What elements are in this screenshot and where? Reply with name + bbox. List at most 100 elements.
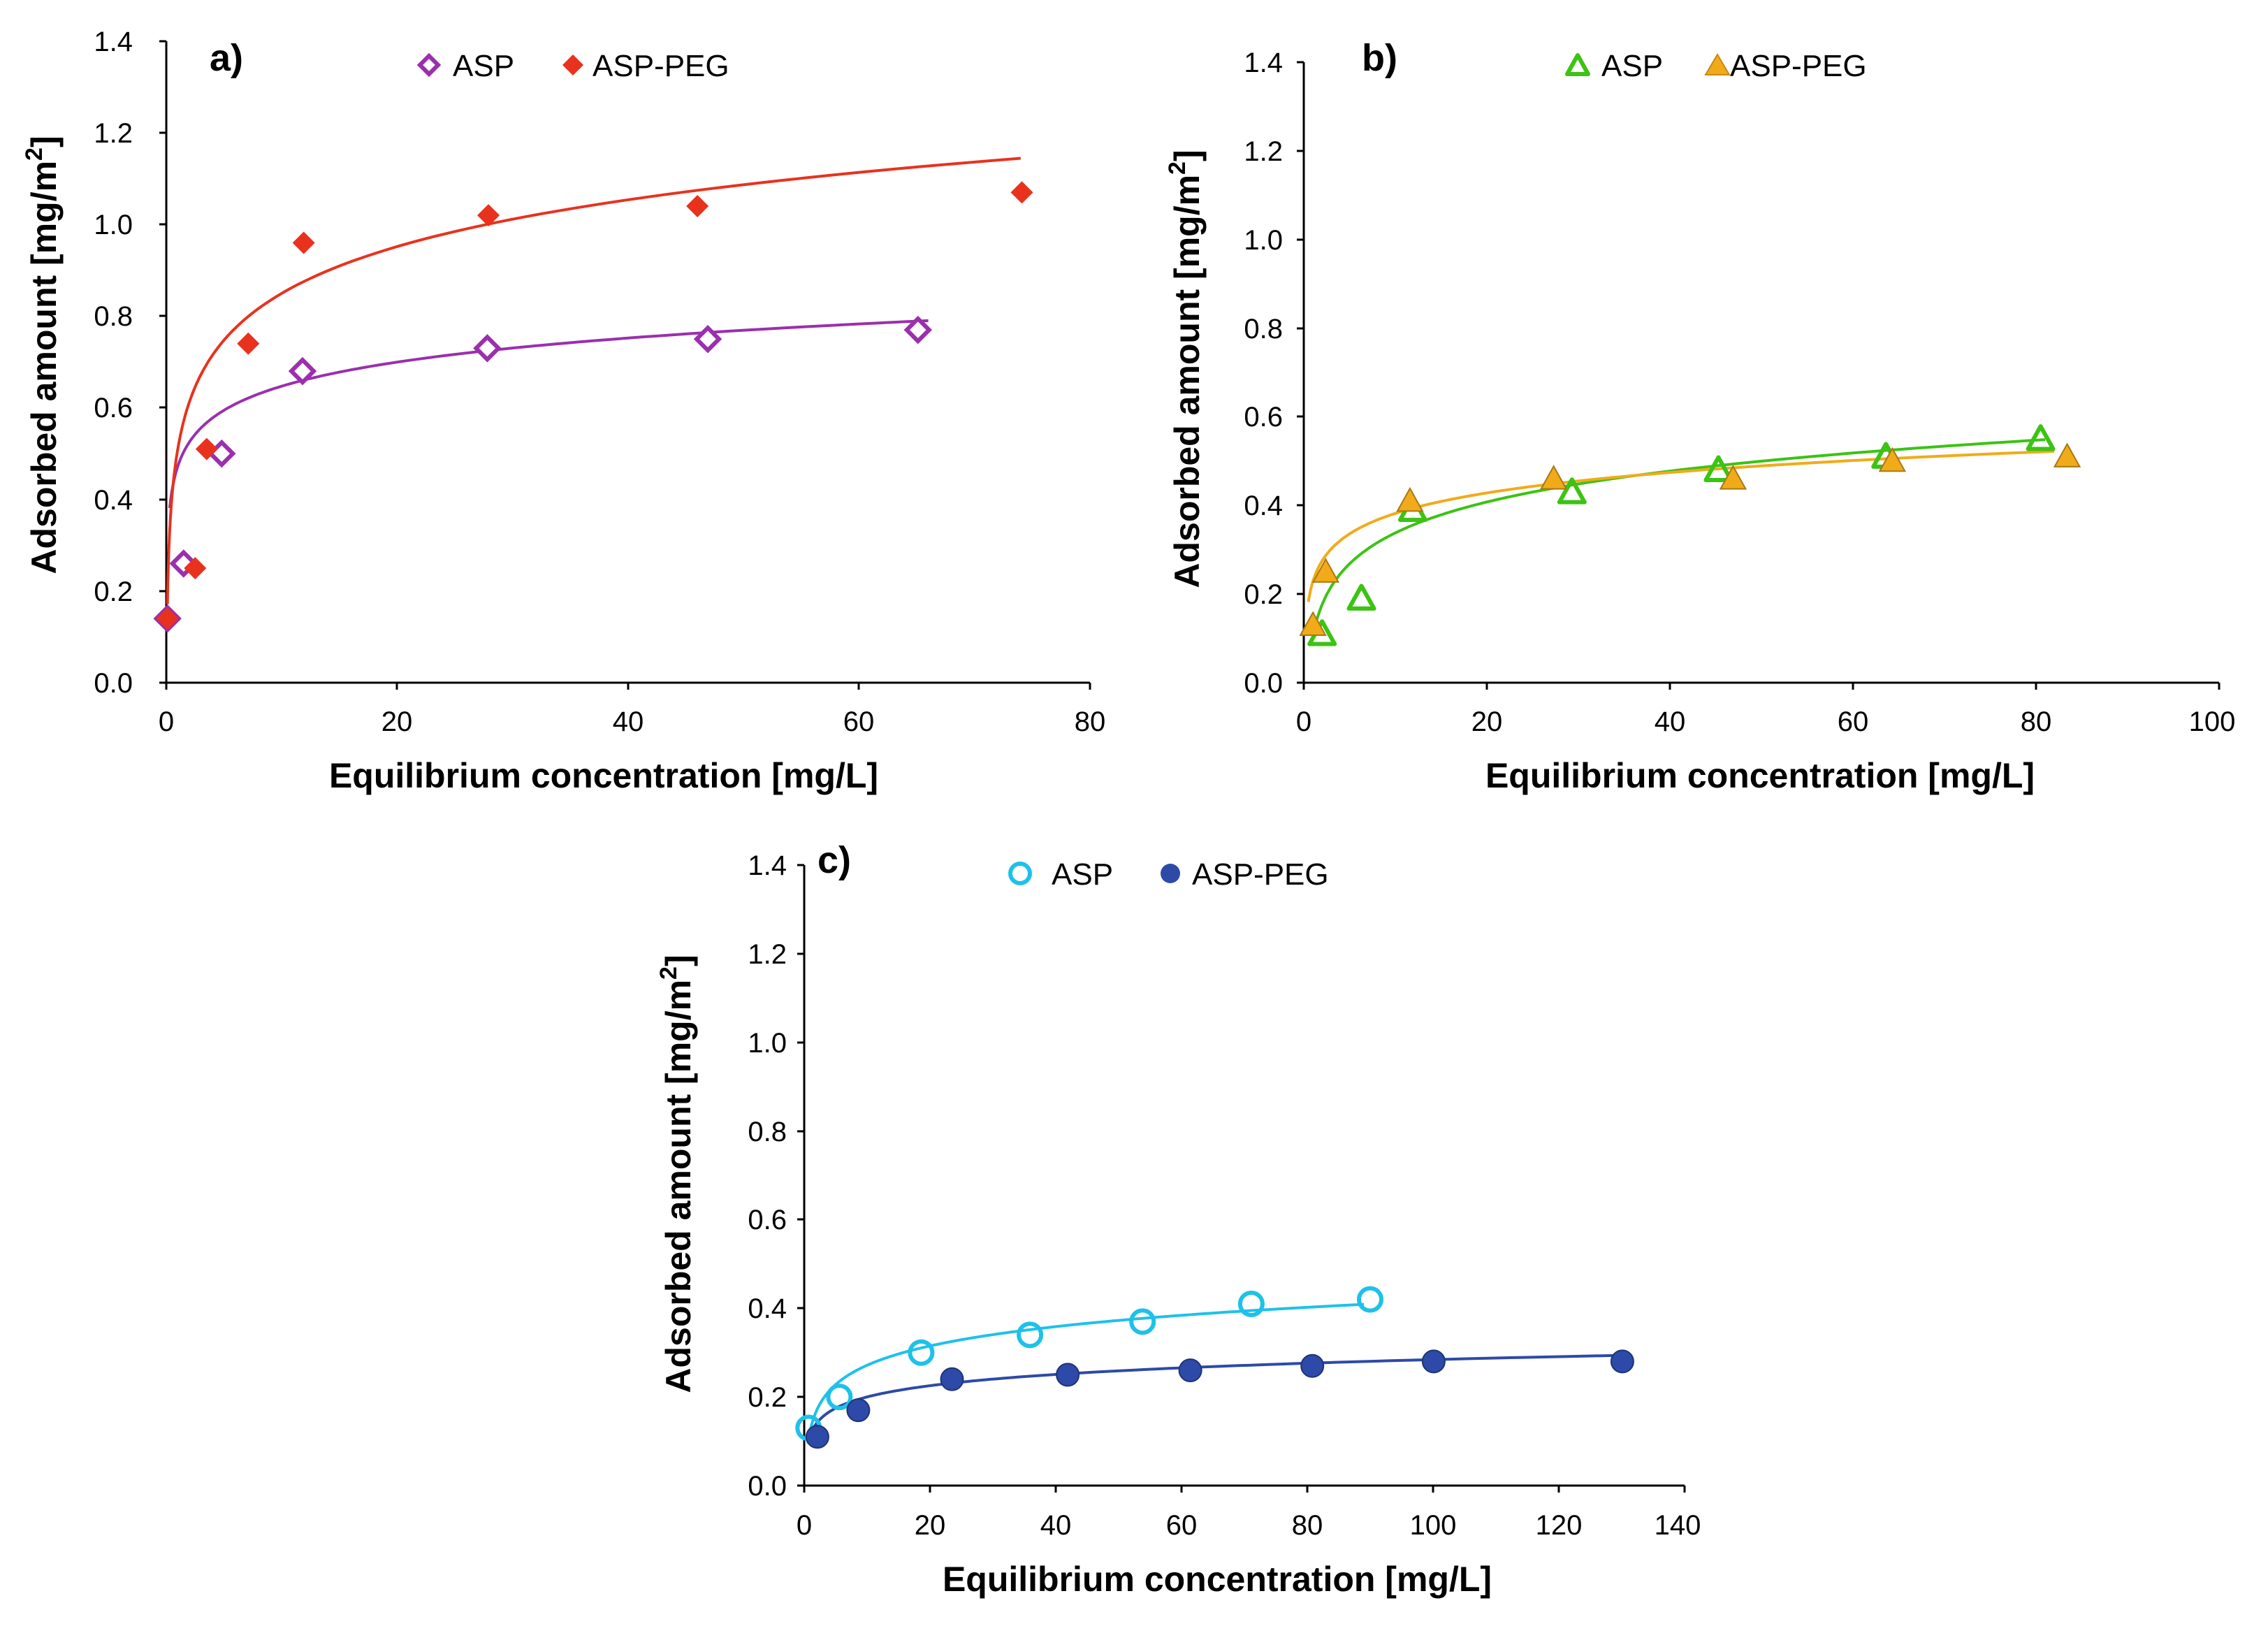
y-tick-label: 0.4 — [94, 485, 133, 516]
panel-c: c) 0.0 0.2 0.4 0.6 0.8 1.0 1.2 1.4 — [655, 839, 1701, 1599]
data-point-asp-peg — [1056, 1363, 1080, 1387]
legend-label-asp-peg: ASP-PEG — [1730, 49, 1867, 83]
panel-b-legend: ASP ASP-PEG — [1565, 49, 1867, 83]
y-tick-label: 0.2 — [1244, 579, 1283, 610]
data-point-asp — [903, 315, 933, 344]
data-point-asp-peg — [156, 607, 179, 630]
data-point-asp — [1357, 1286, 1383, 1313]
x-tick-label: 20 — [1471, 706, 1503, 737]
y-tick-label: 0.8 — [748, 1117, 787, 1147]
x-tick-label: 40 — [613, 706, 644, 737]
x-tick-label: 60 — [843, 706, 875, 737]
panel-a-y-axis-title: Adsorbed amount [mg/m2] — [21, 136, 64, 574]
panel-b-y-tick-labels: 0.0 0.2 0.4 0.6 0.8 1.0 1.2 1.4 — [1244, 48, 1283, 699]
data-point-asp-peg — [1300, 1354, 1325, 1378]
trend-line-asp-peg — [166, 157, 1021, 604]
data-point-asp-peg — [292, 231, 315, 254]
panel-a-x-tick-labels: 0 20 40 60 80 — [159, 706, 1105, 737]
data-point-asp-peg — [477, 204, 500, 227]
y-tick-label: 1.2 — [748, 939, 787, 970]
panel-c-x-ticks — [803, 1486, 1686, 1493]
data-point-asp-peg — [1299, 611, 1327, 636]
data-point-asp-peg — [1311, 558, 1340, 583]
panel-c-y-tick-labels: 0.0 0.2 0.4 0.6 0.8 1.0 1.2 1.4 — [748, 850, 787, 1502]
x-tick-label: 140 — [1655, 1510, 1701, 1541]
panel-a: a) 0.0 0.2 0.4 0.6 0.8 1.0 1.2 1.4 — [21, 27, 1105, 795]
panel-a-y-tick-labels: 0.0 0.2 0.4 0.6 0.8 1.0 1.2 1.4 — [94, 27, 133, 699]
panel-b-label: b) — [1362, 37, 1397, 79]
data-point-asp-peg — [1539, 465, 1568, 490]
y-tick-label: 0.6 — [748, 1205, 787, 1235]
x-tick-label: 80 — [2021, 706, 2052, 737]
y-tick-label: 0.6 — [1244, 402, 1283, 433]
data-point-asp-peg — [1396, 486, 1424, 512]
y-tick-label: 0.2 — [94, 576, 133, 607]
panel-b-x-ticks — [1302, 683, 2220, 690]
data-point-asp-peg — [686, 195, 709, 218]
legend-marker-asp-peg-icon — [562, 55, 583, 75]
legend-label-asp-peg: ASP-PEG — [1192, 857, 1329, 892]
y-tick-label: 0.4 — [1244, 491, 1283, 521]
y-tick-label: 0.0 — [748, 1471, 787, 1502]
y-tick-label: 1.0 — [1244, 225, 1283, 256]
data-point-asp — [1237, 1290, 1265, 1317]
data-point-asp — [826, 1384, 853, 1411]
trend-line-asp — [1311, 438, 2046, 637]
trend-line-asp — [168, 319, 929, 509]
legend-marker-asp-icon — [1008, 862, 1032, 885]
y-tick-label: 0.2 — [748, 1382, 787, 1413]
y-tick-label: 1.4 — [94, 27, 133, 57]
y-tick-label: 1.4 — [748, 850, 787, 881]
x-tick-label: 100 — [2189, 706, 2236, 737]
panel-a-x-axis-title: Equilibrium concentration [mg/L] — [329, 756, 878, 795]
data-point-asp — [473, 334, 502, 363]
data-point-asp-peg — [237, 332, 260, 355]
trend-line-asp-peg — [806, 1354, 1622, 1443]
data-point-asp-peg — [940, 1367, 964, 1391]
panel-c-y-axis-title: Adsorbed amount [mg/m2] — [655, 955, 698, 1393]
data-point-asp-peg — [1010, 181, 1033, 204]
legend-marker-asp-peg-icon — [1704, 53, 1731, 75]
data-point-asp — [1017, 1321, 1044, 1349]
x-tick-label: 80 — [1292, 1510, 1323, 1541]
y-tick-label: 0.4 — [748, 1293, 787, 1324]
data-point-asp-peg — [1421, 1349, 1446, 1374]
y-tick-label: 1.0 — [748, 1028, 787, 1059]
legend-label-asp: ASP — [1601, 49, 1663, 83]
data-point-asp-peg — [195, 437, 218, 460]
panel-b-y-axis-title: Adsorbed amount [mg/m2] — [1164, 150, 1207, 588]
x-tick-label: 80 — [1075, 706, 1106, 737]
data-point-asp-peg — [1610, 1349, 1634, 1374]
x-tick-label: 20 — [915, 1510, 946, 1541]
y-tick-label: 0.8 — [1244, 314, 1283, 344]
panel-c-label: c) — [817, 839, 851, 881]
data-point-asp-peg — [846, 1398, 871, 1423]
y-tick-label: 0.6 — [94, 393, 133, 423]
legend-marker-asp-icon — [1565, 53, 1590, 76]
data-point-asp — [1129, 1308, 1156, 1335]
data-point-asp — [169, 549, 198, 578]
data-point-asp — [908, 1339, 935, 1366]
x-tick-label: 40 — [1040, 1510, 1072, 1541]
trend-line-asp-peg — [1307, 449, 2055, 602]
data-point-asp-peg — [2053, 442, 2081, 467]
panel-c-x-tick-labels: 0 20 40 60 80 100 120 140 — [797, 1510, 1701, 1541]
panel-b-x-axis-title: Equilibrium concentration [mg/L] — [1485, 756, 2035, 795]
y-tick-label: 0.0 — [1244, 668, 1283, 699]
panel-c-y-ticks — [797, 864, 804, 1487]
y-tick-label: 1.4 — [1244, 48, 1283, 78]
panel-b-y-ticks — [1297, 61, 1304, 684]
data-point-asp — [693, 324, 722, 354]
y-tick-label: 1.2 — [1244, 136, 1283, 167]
x-tick-label: 0 — [1296, 706, 1311, 737]
panel-a-plot-area — [153, 157, 1033, 633]
panel-c-legend: ASP ASP-PEG — [1008, 857, 1329, 892]
x-tick-label: 120 — [1536, 1510, 1583, 1541]
panel-c-plot-area — [795, 1286, 1634, 1449]
legend-label-asp: ASP — [1052, 857, 1113, 892]
data-point-asp-peg — [1878, 447, 1907, 472]
panel-a-label: a) — [210, 37, 243, 79]
panel-b-plot-area — [1299, 424, 2081, 646]
y-tick-label: 0.0 — [94, 668, 133, 699]
